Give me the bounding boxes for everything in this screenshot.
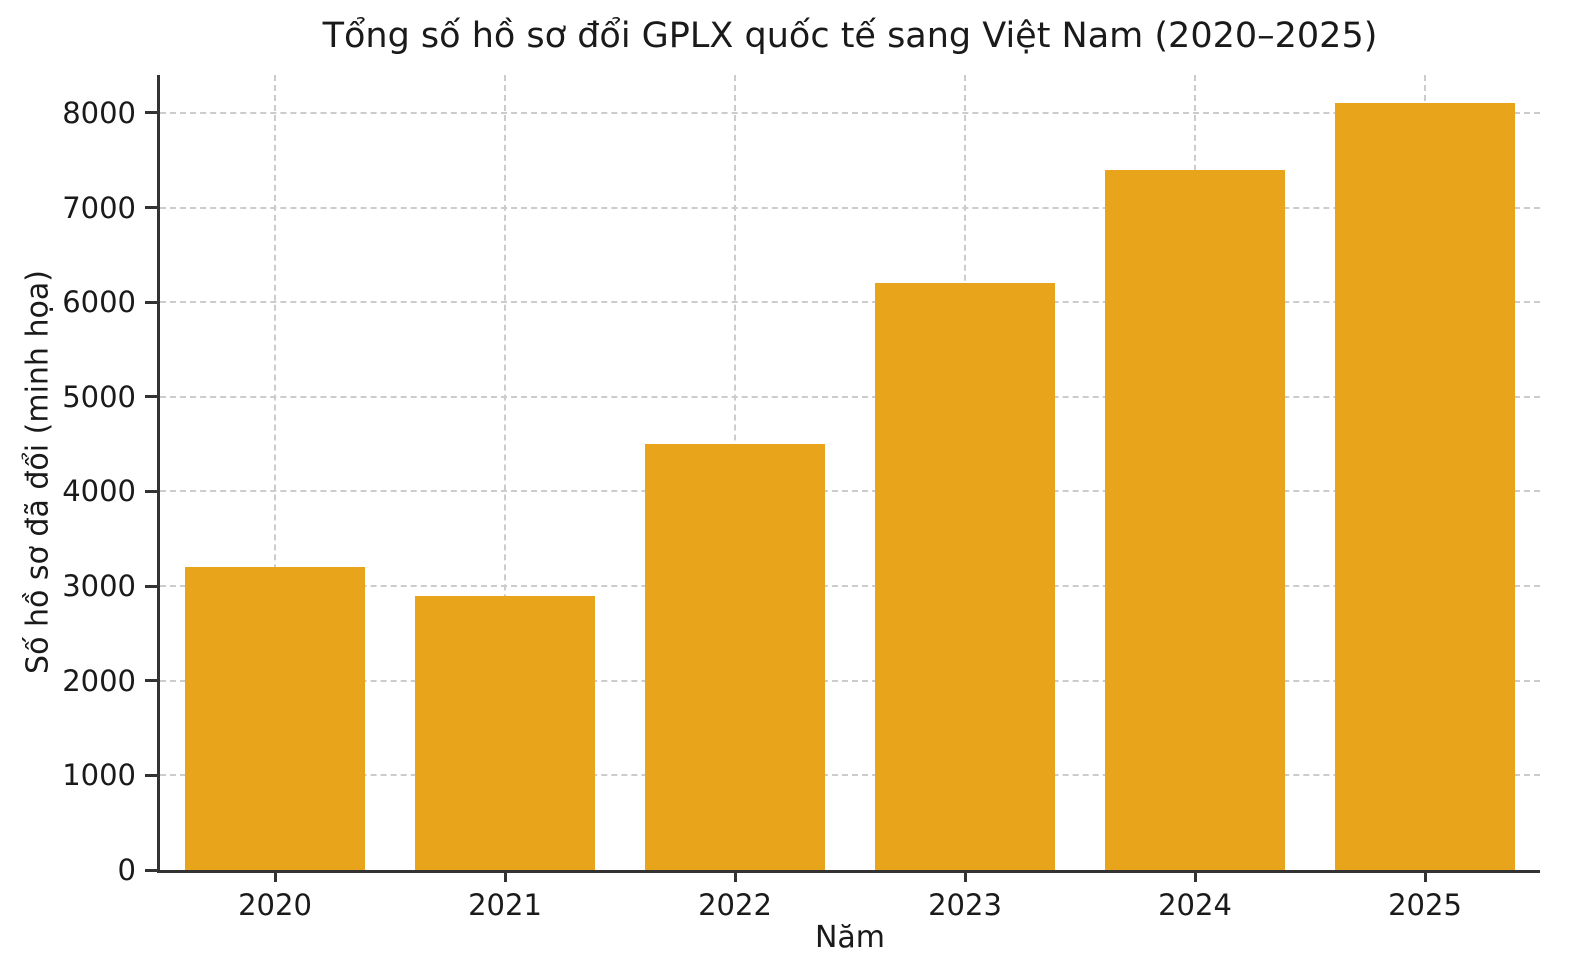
y-gridline [160,585,1540,588]
x-tick-label: 2020 [238,888,312,922]
y-gridline [160,206,1540,209]
y-tick-mark [145,206,157,209]
bar-2020 [185,567,365,870]
y-tick-mark [145,395,157,399]
y-tick-label: 3000 [62,569,136,604]
y-tick-label: 1000 [62,758,136,793]
y-tick-mark [145,868,157,872]
y-tick-mark [145,111,157,115]
x-tick-label: 2022 [698,888,772,922]
x-gridline [274,75,276,870]
y-gridline [160,774,1540,777]
left-spine [157,75,160,873]
y-tick-label: 5000 [62,379,136,414]
plot-area: 0 1000 2000 3000 4000 5000 6000 7000 8000 2020 202… [62,75,1540,922]
x-tick-mark [1193,870,1197,882]
y-tick-label: 4000 [62,474,136,509]
y-tick-mark [145,584,157,588]
y-tick-label: 0 [117,853,136,887]
x-tick-mark [273,870,277,882]
y-axis-label: Số hồ sơ đã đổi (minh họa) [20,270,56,674]
x-tick-mark [963,870,967,882]
x-tick-mark [503,870,507,882]
bottom-spine [157,870,1540,873]
y-tick-mark [145,679,157,683]
bar-2022 [645,444,825,870]
bar-2024 [1105,169,1285,870]
x-tick-label: 2023 [928,888,1002,922]
y-tick-mark [145,489,157,493]
y-gridline [160,490,1540,493]
bar-2025 [1335,103,1515,870]
y-gridline [160,301,1540,304]
x-axis-label: Năm [814,920,886,955]
y-gridline [160,395,1540,398]
chart-title: Tổng số hồ sơ đổi GPLX quốc tế sang Việt… [322,16,1378,56]
y-tick-mark [145,300,157,304]
x-tick-mark [733,870,737,882]
y-tick-mark [145,773,157,777]
x-tick-label: 2025 [1388,888,1462,922]
x-tick-label: 2024 [1158,888,1232,922]
y-tick-label: 2000 [62,663,136,698]
y-tick-label: 8000 [62,95,136,130]
y-tick-label: 6000 [62,285,136,320]
x-gridline [504,75,506,870]
x-tick-mark [1423,870,1427,882]
y-gridline [160,679,1540,682]
bar-2021 [415,595,595,870]
y-gridline [160,111,1540,114]
bar-2023 [875,283,1055,870]
x-tick-label: 2021 [468,888,542,922]
y-tick-label: 7000 [62,190,136,225]
